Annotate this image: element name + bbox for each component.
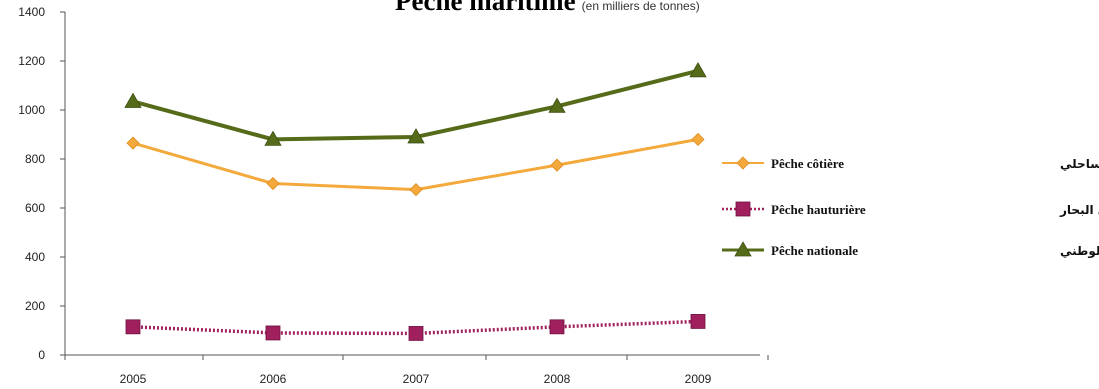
series-line xyxy=(132,137,699,192)
axes: 0 200 400 600 800 1000 1200 1400 2005 2006 2007 200… xyxy=(18,5,769,386)
legend-swatch-marker xyxy=(734,241,752,257)
data-point xyxy=(409,183,423,197)
legend-swatch-marker xyxy=(736,156,750,170)
legend-label-arabic: الصيد الوطني xyxy=(1060,244,1099,259)
y-tick-label: 0 xyxy=(38,348,45,362)
chart-subtitle: (en milliers de tonnes) xyxy=(581,0,700,13)
series-layer xyxy=(124,61,707,341)
data-point xyxy=(691,132,705,146)
data-point xyxy=(550,158,564,172)
y-tick-label: 600 xyxy=(25,201,45,215)
series-2 xyxy=(124,61,707,146)
legend-label: Pêche nationale xyxy=(771,243,858,258)
data-point xyxy=(690,314,706,329)
legend-entry: Pêche nationale الصيد الوطني xyxy=(722,241,1099,259)
x-tick-label: 2006 xyxy=(260,372,287,386)
y-tick-label: 800 xyxy=(25,152,45,166)
legend-entry: Pêche côtière الصيد الساحلي xyxy=(722,156,1099,171)
data-point xyxy=(407,128,425,144)
legend: Pêche côtière الصيد الساحلي Pêche hauturiè… xyxy=(722,156,1099,259)
data-point xyxy=(408,326,424,341)
chart-title: Pêche maritime xyxy=(395,0,576,16)
data-point xyxy=(264,130,282,146)
y-tick-label: 1000 xyxy=(18,103,45,117)
data-point xyxy=(126,136,140,150)
data-point xyxy=(266,176,280,191)
x-tick-label: 2005 xyxy=(120,372,147,386)
series-0 xyxy=(126,132,705,197)
x-tick-label: 2008 xyxy=(544,372,571,386)
x-tick-label: 2009 xyxy=(685,372,712,386)
chart-title-block: Pêche maritime (en milliers de tonnes) xyxy=(395,0,700,17)
y-tick-label: 400 xyxy=(25,250,45,264)
y-tick-label: 1400 xyxy=(18,5,45,19)
legend-label: Pêche hauturière xyxy=(771,202,866,217)
legend-label: Pêche côtière xyxy=(771,156,844,171)
legend-label-arabic: الصيد في أعالي البحار xyxy=(1059,202,1099,217)
data-point xyxy=(124,92,142,108)
y-tick-label: 1200 xyxy=(18,54,45,68)
x-tick-label: 2007 xyxy=(403,372,430,386)
legend-label-arabic: الصيد الساحلي xyxy=(1060,157,1099,171)
data-point xyxy=(549,319,565,335)
legend-swatch-marker xyxy=(735,201,751,217)
series-1 xyxy=(125,314,706,341)
y-tick-label: 200 xyxy=(25,299,45,313)
series-line xyxy=(132,319,699,336)
data-point xyxy=(265,325,281,341)
legend-entry: Pêche hauturière الصيد في أعالي البحار xyxy=(722,201,1099,217)
data-point xyxy=(548,97,566,113)
data-point xyxy=(689,61,707,78)
data-point xyxy=(125,319,141,335)
